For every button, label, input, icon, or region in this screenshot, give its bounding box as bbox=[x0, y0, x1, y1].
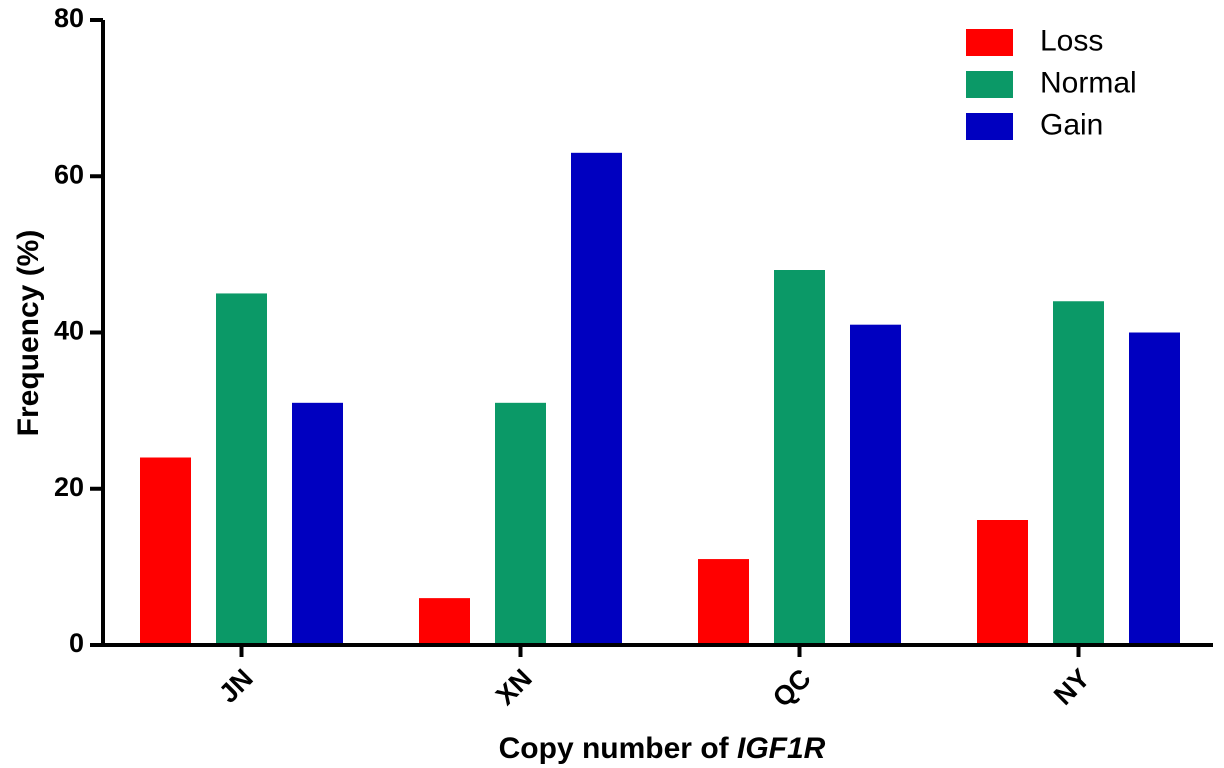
x-axis-title-prefix: Copy number of bbox=[499, 732, 737, 765]
y-tick-label: 40 bbox=[54, 316, 84, 346]
x-axis-ticks: JN XN QC NY bbox=[213, 645, 1096, 713]
bar-normal-jn bbox=[216, 293, 267, 645]
bar-loss-xn bbox=[419, 598, 470, 645]
bar-normal-qc bbox=[774, 270, 825, 645]
legend-label-loss: Loss bbox=[1040, 24, 1103, 57]
legend-label-normal: Normal bbox=[1040, 66, 1137, 99]
bars-group bbox=[140, 152, 1180, 645]
plot-area: 0 20 40 60 80 JN XN QC NY bbox=[54, 3, 1213, 713]
x-tick-label: QC bbox=[767, 663, 817, 713]
x-axis-title: Copy number of IGF1R bbox=[499, 732, 826, 765]
legend-swatch-gain bbox=[966, 113, 1013, 140]
y-axis-title: Frequency (%) bbox=[12, 230, 45, 437]
bar-gain-qc bbox=[850, 324, 901, 645]
y-tick-label: 80 bbox=[54, 3, 84, 33]
y-tick-label: 20 bbox=[54, 472, 84, 502]
legend-label-gain: Gain bbox=[1040, 108, 1103, 141]
legend-swatch-normal bbox=[966, 71, 1013, 98]
legend: Loss Normal Gain bbox=[966, 24, 1137, 141]
bar-gain-jn bbox=[292, 402, 343, 645]
bar-loss-jn bbox=[140, 457, 191, 645]
y-tick-label: 0 bbox=[69, 628, 84, 658]
x-tick-label: JN bbox=[213, 663, 259, 709]
bar-loss-qc bbox=[698, 559, 749, 645]
bar-normal-xn bbox=[495, 402, 546, 645]
legend-swatch-loss bbox=[966, 29, 1013, 56]
bar-gain-xn bbox=[571, 152, 622, 645]
bar-loss-ny bbox=[977, 520, 1028, 645]
bar-normal-ny bbox=[1053, 301, 1104, 645]
x-axis-title-gene: IGF1R bbox=[737, 732, 826, 765]
x-tick-label: XN bbox=[490, 663, 538, 711]
y-axis-ticks: 0 20 40 60 80 bbox=[54, 3, 103, 658]
bar-gain-ny bbox=[1129, 332, 1180, 645]
x-tick-label: NY bbox=[1048, 663, 1096, 711]
y-tick-label: 60 bbox=[54, 159, 84, 189]
